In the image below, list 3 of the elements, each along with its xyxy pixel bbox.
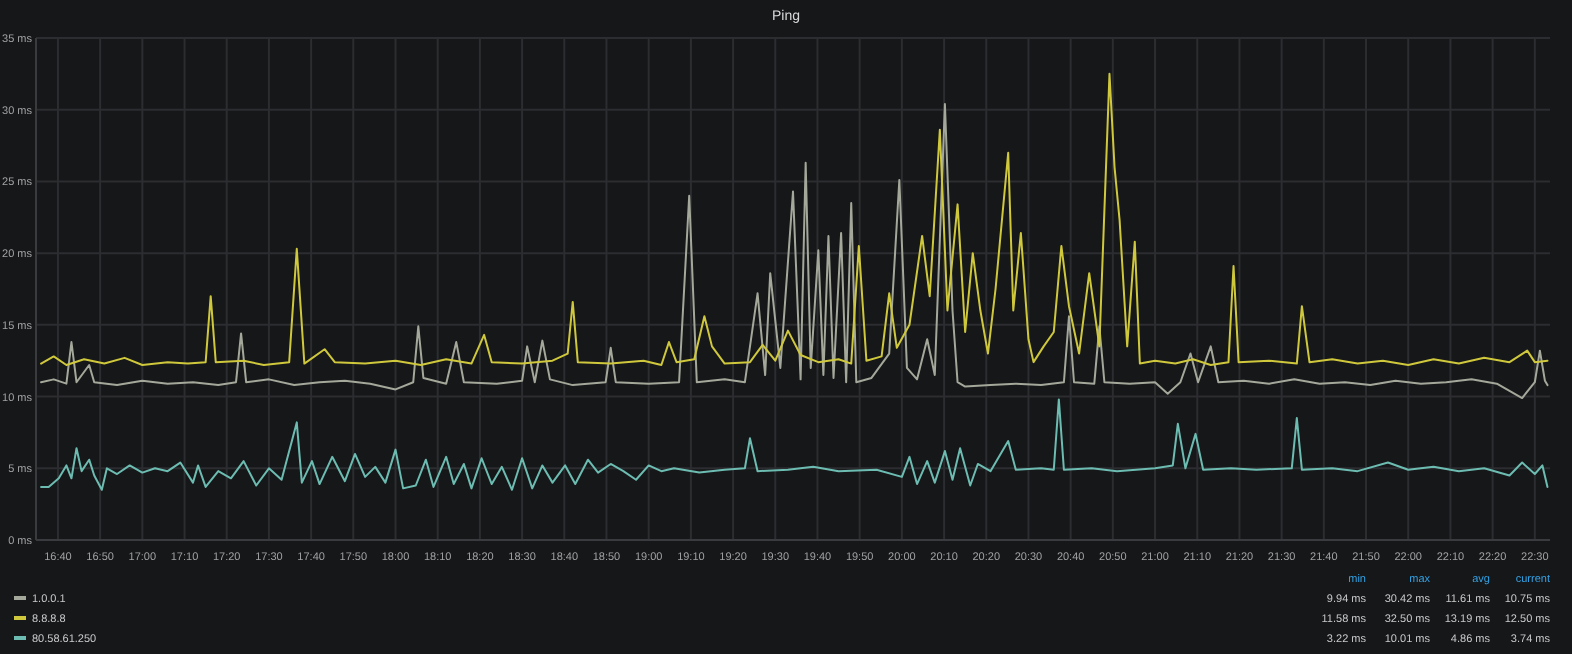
- line-series: [40, 102, 1549, 400]
- line-series: [40, 72, 1549, 367]
- line-series: [40, 398, 1549, 491]
